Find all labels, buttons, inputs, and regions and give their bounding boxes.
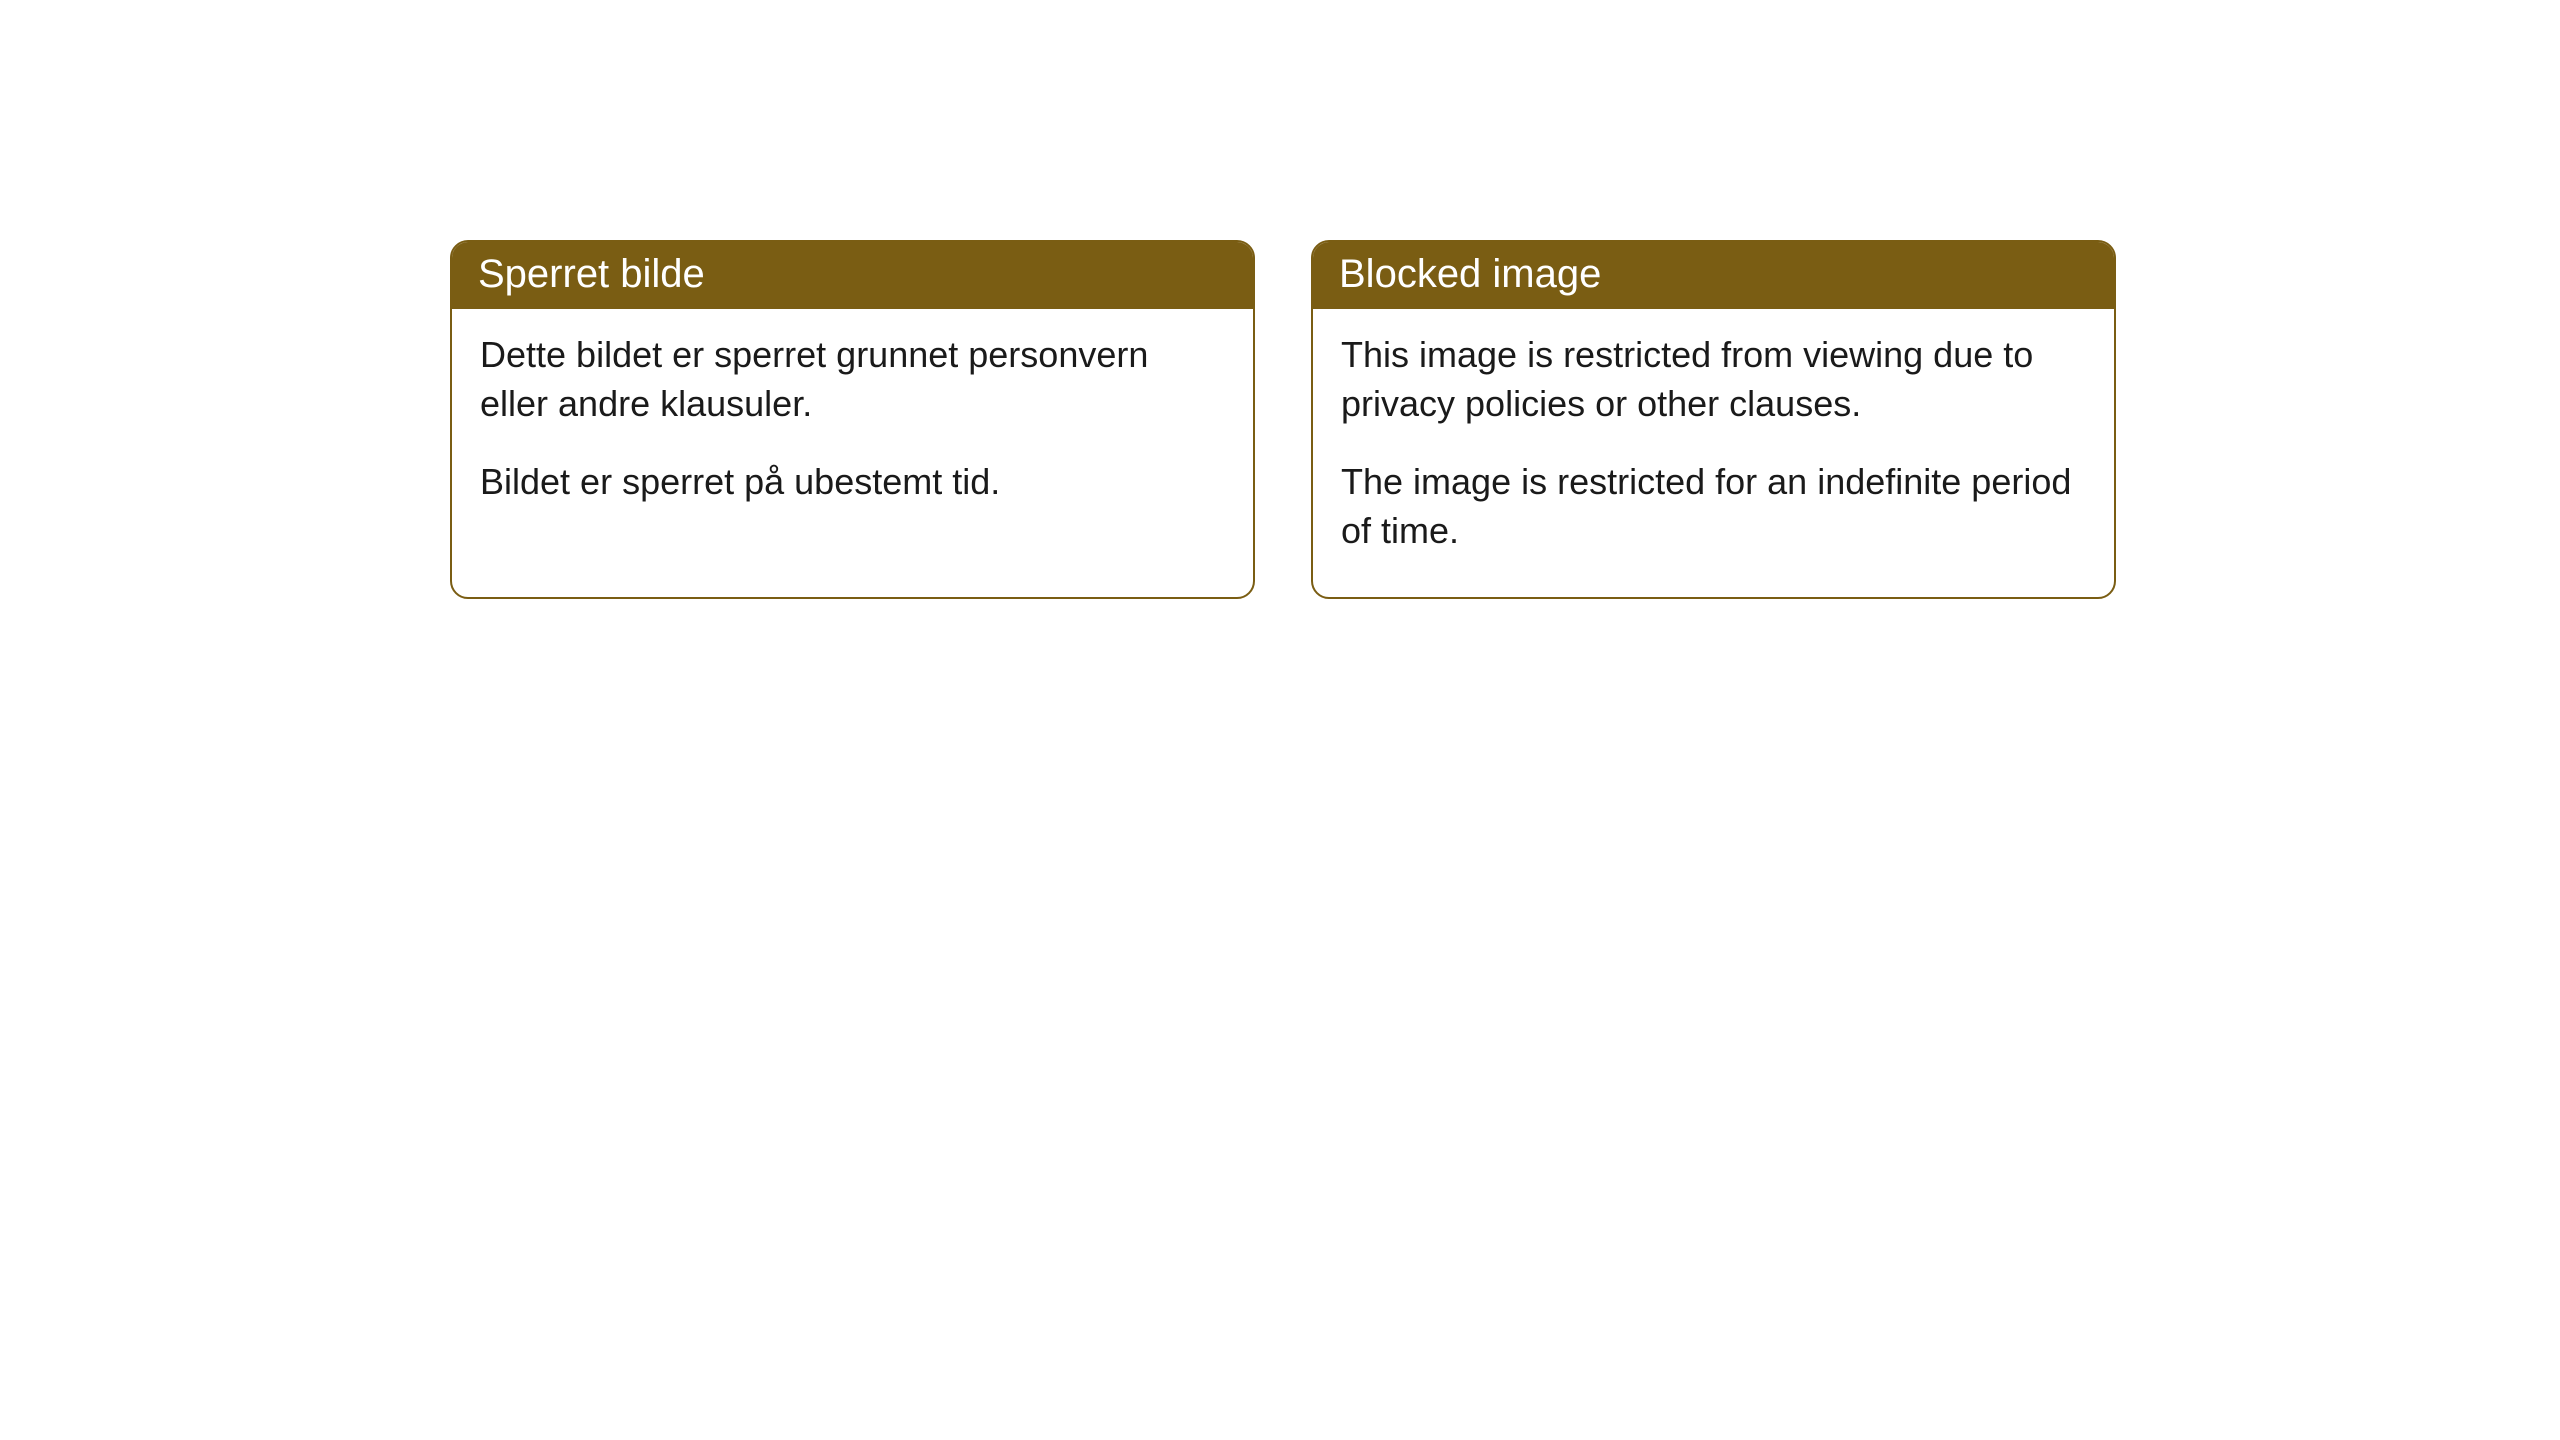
blocked-image-card-english: Blocked image This image is restricted f…: [1311, 240, 2116, 599]
card-title: Blocked image: [1339, 252, 1601, 296]
card-body-english: This image is restricted from viewing du…: [1313, 309, 2114, 597]
blocked-image-card-norwegian: Sperret bilde Dette bildet er sperret gr…: [450, 240, 1255, 599]
card-paragraph-2: The image is restricted for an indefinit…: [1341, 458, 2086, 555]
card-paragraph-1: This image is restricted from viewing du…: [1341, 331, 2086, 428]
card-paragraph-2: Bildet er sperret på ubestemt tid.: [480, 458, 1225, 507]
card-paragraph-1: Dette bildet er sperret grunnet personve…: [480, 331, 1225, 428]
card-header-english: Blocked image: [1313, 242, 2114, 309]
card-body-norwegian: Dette bildet er sperret grunnet personve…: [452, 309, 1253, 549]
card-header-norwegian: Sperret bilde: [452, 242, 1253, 309]
notice-container: Sperret bilde Dette bildet er sperret gr…: [0, 0, 2560, 599]
card-title: Sperret bilde: [478, 252, 705, 296]
